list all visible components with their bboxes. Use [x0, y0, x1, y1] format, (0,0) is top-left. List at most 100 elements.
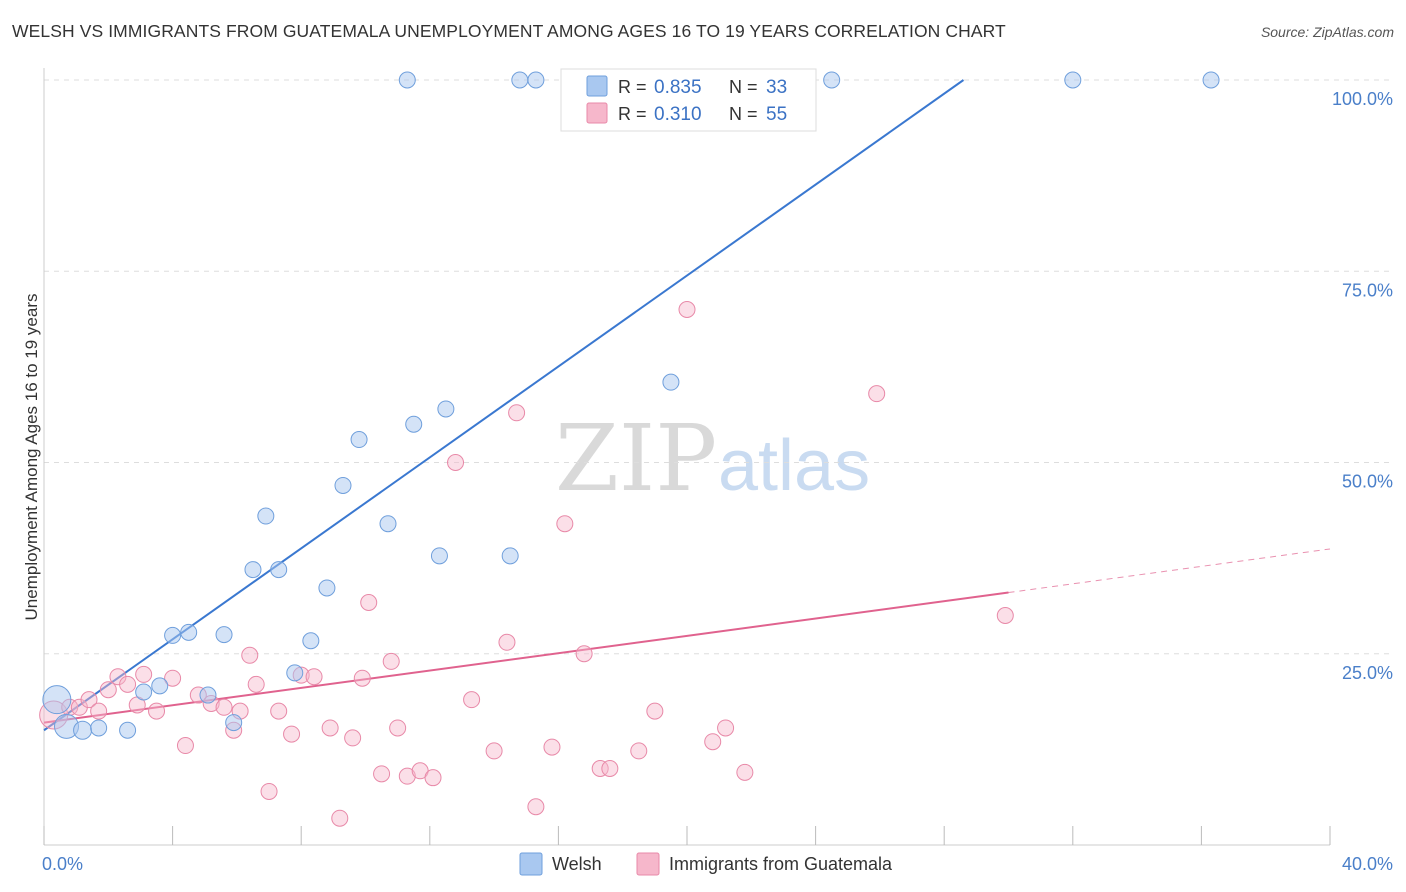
- guat-point: [305, 668, 323, 686]
- legend-guat-swatch: [586, 102, 608, 124]
- guat-point: [736, 763, 754, 781]
- welsh-trend-group: [43, 79, 965, 732]
- welsh-point: [1064, 71, 1082, 89]
- welsh-point: [302, 632, 320, 650]
- guat-point: [373, 765, 391, 783]
- welsh-point: [73, 720, 93, 740]
- y-tick-label-50: 50.0%: [1342, 472, 1393, 492]
- chart-title: WELSH VS IMMIGRANTS FROM GUATEMALA UNEMP…: [12, 21, 1006, 41]
- guat-point: [678, 301, 696, 318]
- guat-trend-line: [43, 591, 1009, 724]
- guat-point: [389, 719, 407, 737]
- welsh-point: [318, 579, 336, 597]
- gridlines: [44, 79, 1392, 655]
- guat-point: [321, 719, 339, 737]
- guat-point: [575, 645, 593, 663]
- legend-welsh-r-label: R =: [618, 77, 647, 97]
- welsh-point: [334, 476, 352, 494]
- bottom-legend-welsh-label: Welsh: [552, 854, 602, 874]
- welsh-point: [225, 714, 243, 732]
- legend-guat-r-label: R =: [618, 104, 647, 124]
- y-tick-label-75: 75.0%: [1342, 280, 1393, 300]
- guat-point: [90, 702, 108, 720]
- guat-point: [360, 593, 378, 611]
- welsh-point: [42, 685, 72, 715]
- y-axis-label: Unemployment Among Ages 16 to 19 years: [22, 294, 41, 621]
- welsh-point: [151, 677, 169, 695]
- welsh-point: [430, 547, 448, 565]
- guat-point: [215, 698, 233, 716]
- guat-point: [283, 725, 301, 743]
- legend-guat-r-value: 0.310: [654, 104, 702, 125]
- guat-point: [543, 738, 561, 756]
- guat-point: [630, 742, 648, 760]
- stats-legend: R = 0.835 N = 33 R = 0.310 N = 55: [560, 68, 817, 132]
- guat-point: [176, 737, 194, 755]
- guat-point: [601, 760, 619, 777]
- welsh-point: [244, 561, 262, 579]
- axes: [43, 68, 1331, 846]
- welsh-point: [823, 71, 841, 89]
- welsh-point: [1202, 71, 1220, 89]
- welsh-points: [42, 71, 1220, 740]
- guat-point: [527, 798, 545, 816]
- welsh-point: [379, 515, 397, 533]
- series-legend: Welsh Immigrants from Guatemala: [519, 852, 893, 876]
- welsh-point: [527, 71, 545, 89]
- guat-point: [260, 782, 278, 800]
- legend-welsh-r-value: 0.835: [654, 77, 702, 98]
- guat-point: [646, 702, 664, 720]
- y-tick-label-100: 100.0%: [1332, 89, 1393, 109]
- welsh-point: [180, 623, 198, 641]
- welsh-point: [199, 686, 217, 704]
- guat-point: [80, 691, 98, 709]
- guat-point: [508, 404, 526, 422]
- guat-point: [996, 607, 1014, 624]
- guat-point: [135, 665, 153, 683]
- guat-point: [247, 675, 265, 693]
- guat-trend-group: [43, 548, 1331, 724]
- welsh-point: [511, 71, 529, 89]
- welsh-point: [662, 373, 680, 391]
- bottom-legend-welsh-swatch: [519, 852, 543, 876]
- guat-point: [398, 767, 416, 785]
- welsh-point: [135, 683, 153, 701]
- x-tick-label-max: 40.0%: [1342, 854, 1393, 874]
- source-credit: Source: ZipAtlas.com: [1260, 24, 1394, 40]
- guat-point: [270, 702, 288, 720]
- guat-point: [99, 681, 117, 699]
- x-tick-label-min: 0.0%: [42, 854, 83, 874]
- guat-point: [353, 669, 371, 687]
- welsh-point: [119, 721, 137, 739]
- welsh-point: [501, 547, 519, 565]
- welsh-point: [215, 626, 233, 644]
- guat-point: [424, 769, 442, 787]
- guat-point: [556, 515, 574, 533]
- guat-point: [447, 454, 465, 471]
- legend-welsh-swatch: [586, 75, 608, 97]
- welsh-point: [398, 71, 416, 89]
- welsh-trend-line: [43, 79, 965, 732]
- y-tick-label-25: 25.0%: [1342, 663, 1393, 683]
- watermark-zip: ZIP: [555, 405, 717, 512]
- guat-trend-extension: [1008, 548, 1331, 594]
- guat-point: [591, 760, 609, 777]
- guat-point: [382, 652, 400, 670]
- watermark-atlas: atlas: [718, 426, 870, 506]
- welsh-point: [270, 561, 288, 579]
- guat-point: [717, 719, 735, 737]
- welsh-point: [90, 719, 108, 737]
- guat-point: [498, 633, 516, 651]
- welsh-point: [437, 400, 455, 418]
- guat-point: [119, 675, 137, 693]
- guat-points: [39, 301, 1014, 827]
- bottom-legend-guat-label: Immigrants from Guatemala: [669, 854, 893, 874]
- welsh-point: [257, 507, 275, 525]
- welsh-point: [350, 431, 368, 449]
- tick-labels: 25.0% 50.0% 75.0% 100.0% 0.0% 40.0%: [42, 89, 1393, 874]
- legend-guat-n-value: 55: [766, 104, 787, 125]
- guat-point: [241, 646, 259, 664]
- guat-point: [344, 729, 362, 747]
- guat-point: [704, 733, 722, 751]
